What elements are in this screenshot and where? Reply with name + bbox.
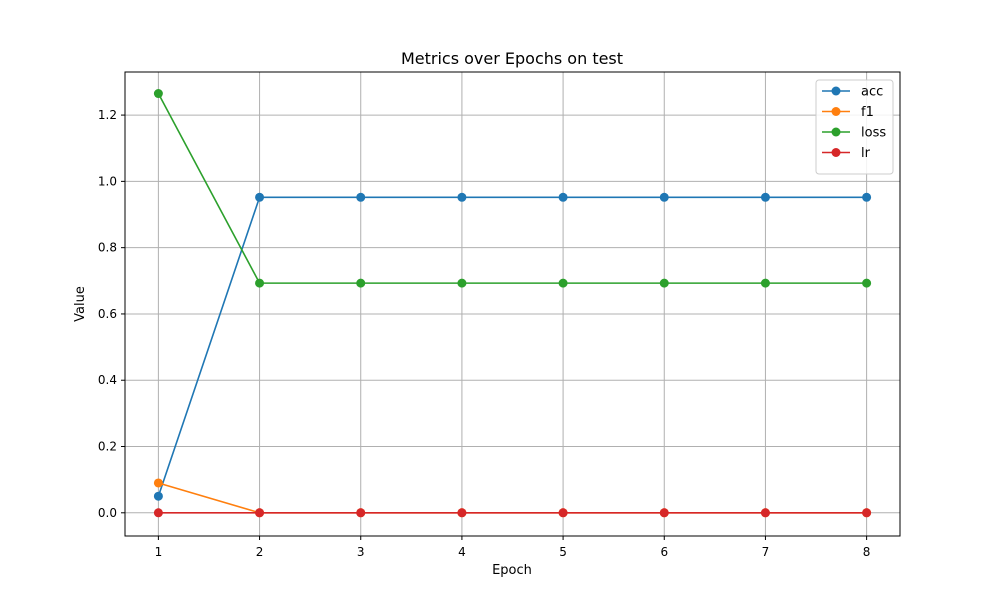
series-loss — [153, 89, 872, 288]
y-tick-label: 0.8 — [98, 241, 117, 255]
y-tick-label: 0.6 — [98, 307, 117, 321]
legend-item-acc: acc — [822, 85, 883, 100]
x-tick-label: 7 — [762, 545, 770, 559]
data-point-loss — [153, 89, 163, 99]
series-acc — [153, 192, 872, 501]
legend-label: loss — [861, 126, 886, 141]
legend-marker — [831, 127, 841, 137]
x-tick-label: 6 — [660, 545, 668, 559]
x-tick-label: 1 — [155, 545, 163, 559]
data-point-lr — [255, 508, 265, 518]
legend: acc f1 loss lr — [815, 79, 894, 175]
legend-item-loss: loss — [822, 126, 886, 141]
legend-label: acc — [861, 85, 883, 100]
data-point-lr — [760, 508, 770, 518]
data-point-acc — [659, 192, 669, 202]
x-tick-label: 4 — [458, 545, 466, 559]
series-lr — [153, 508, 872, 518]
legend-item-lr: lr — [822, 146, 871, 161]
data-point-acc — [153, 491, 163, 501]
series-line-f1 — [158, 482, 867, 514]
series-line-loss — [157, 93, 867, 284]
data-point-loss — [862, 278, 872, 288]
chart-title: Metrics over Epochs on test — [401, 49, 623, 68]
legend-marker — [831, 86, 841, 96]
x-tick-label: 3 — [357, 545, 365, 559]
x-tick-label: 8 — [863, 545, 871, 559]
data-point-f1 — [153, 478, 163, 488]
x-tick-label: 5 — [559, 545, 567, 559]
y-tick-label: 1.2 — [98, 108, 117, 122]
legend-marker — [831, 107, 841, 116]
data-point-lr — [457, 508, 467, 518]
data-point-loss — [457, 278, 467, 288]
series-layer — [153, 89, 872, 518]
legend-item-f1: f1 — [822, 105, 874, 120]
legend-label: f1 — [861, 105, 874, 120]
data-point-acc — [760, 192, 770, 202]
data-point-lr — [862, 508, 872, 518]
data-point-lr — [153, 508, 163, 518]
data-point-acc — [558, 192, 568, 202]
y-axis-label: Value — [73, 286, 88, 322]
grid — [125, 72, 900, 536]
data-point-loss — [558, 278, 568, 288]
data-point-acc — [356, 192, 366, 202]
data-point-loss — [255, 278, 265, 288]
x-axis-label: Epoch — [492, 563, 532, 578]
data-point-acc — [255, 192, 265, 202]
data-point-lr — [659, 508, 669, 518]
data-point-loss — [760, 278, 770, 288]
x-tick-label: 2 — [256, 545, 264, 559]
y-tick-label: 0.4 — [98, 373, 117, 387]
data-point-lr — [558, 508, 568, 518]
y-tick-label: 0.2 — [98, 440, 117, 454]
y-axis-ticks: 0.0 0.2 0.4 0.6 0.8 1.0 1.2 — [98, 108, 125, 520]
legend-marker — [831, 148, 841, 157]
plot-area-frame — [124, 71, 901, 537]
y-tick-label: 0.0 — [98, 506, 117, 520]
data-point-acc — [862, 192, 872, 202]
y-tick-label: 1.0 — [98, 174, 117, 188]
x-axis-ticks: 1 2 3 4 5 6 7 8 — [155, 536, 871, 559]
legend-label: lr — [861, 146, 871, 161]
data-point-acc — [457, 192, 467, 202]
series-line-acc — [157, 196, 867, 497]
data-point-loss — [356, 278, 366, 288]
data-point-loss — [659, 278, 669, 288]
data-point-lr — [356, 508, 366, 518]
